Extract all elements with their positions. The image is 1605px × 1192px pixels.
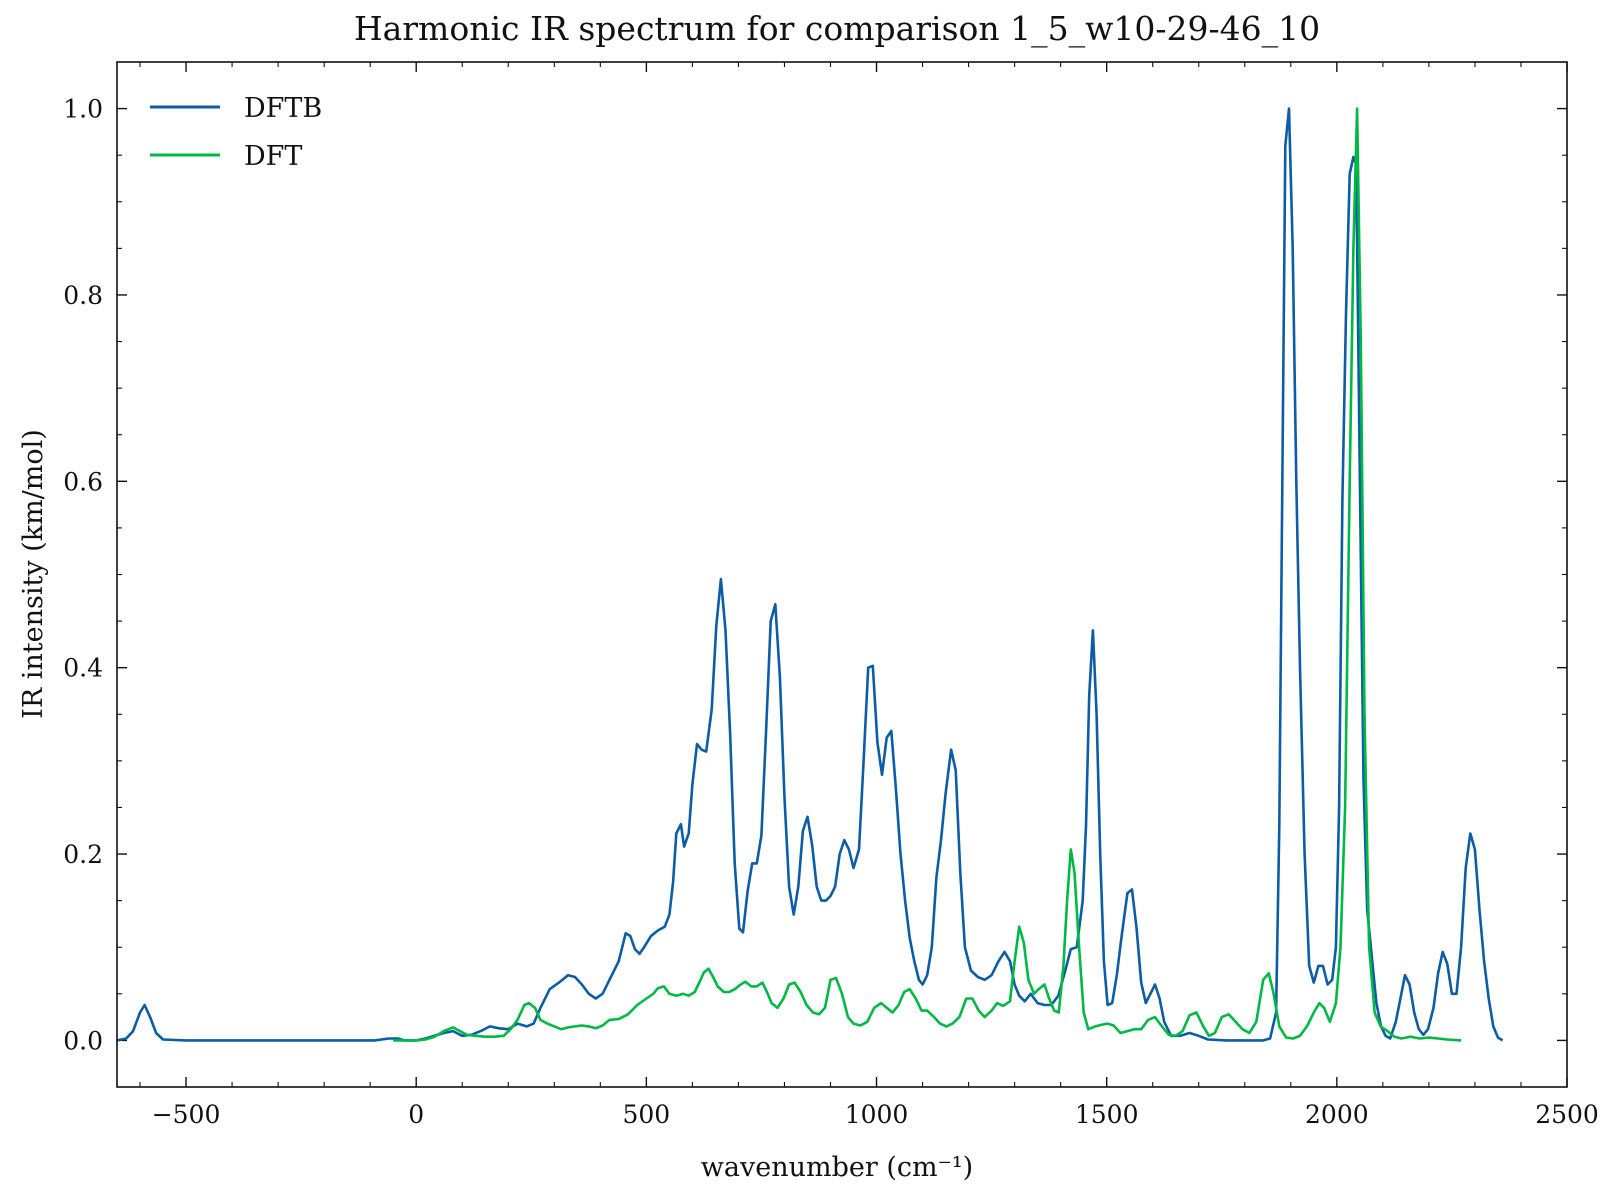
y-tick-label: 0.2 [63,840,103,869]
axis-ticks [117,62,1568,1087]
x-tick-label: 2500 [1535,1100,1599,1129]
x-tick-label: 1500 [1075,1100,1139,1129]
chart-title: Harmonic IR spectrum for comparison 1_5_… [354,9,1320,49]
tick-labels: −500 0 500 1000 1500 2000 2500 0.0 0.2 0.4 0.6 0.8 1… [63,95,1599,1129]
x-axis-label: wavenumber (cm⁻¹) [701,1152,973,1183]
series-layer [116,107,1504,1042]
legend-label-dft: DFT [244,141,302,172]
y-tick-label: 0.6 [63,467,103,496]
y-axis-label: IR intensity (km/mol) [18,429,49,719]
series-line-dftb [116,107,1504,1042]
y-tick-label: 1.0 [63,95,103,124]
x-tick-label: −500 [152,1100,221,1129]
y-tick-label: 0.0 [63,1026,103,1055]
legend-label-dftb: DFTB [244,93,322,124]
x-tick-label: 2000 [1305,1100,1369,1129]
plot-frame [116,61,1568,1088]
x-tick-label: 1000 [845,1100,909,1129]
y-tick-label: 0.8 [63,281,103,310]
legend: DFTB DFT [150,93,322,172]
x-tick-label: 0 [408,1100,424,1129]
y-tick-label: 0.4 [63,654,103,683]
x-tick-label: 500 [623,1100,671,1129]
series-line-dft [393,107,1462,1042]
